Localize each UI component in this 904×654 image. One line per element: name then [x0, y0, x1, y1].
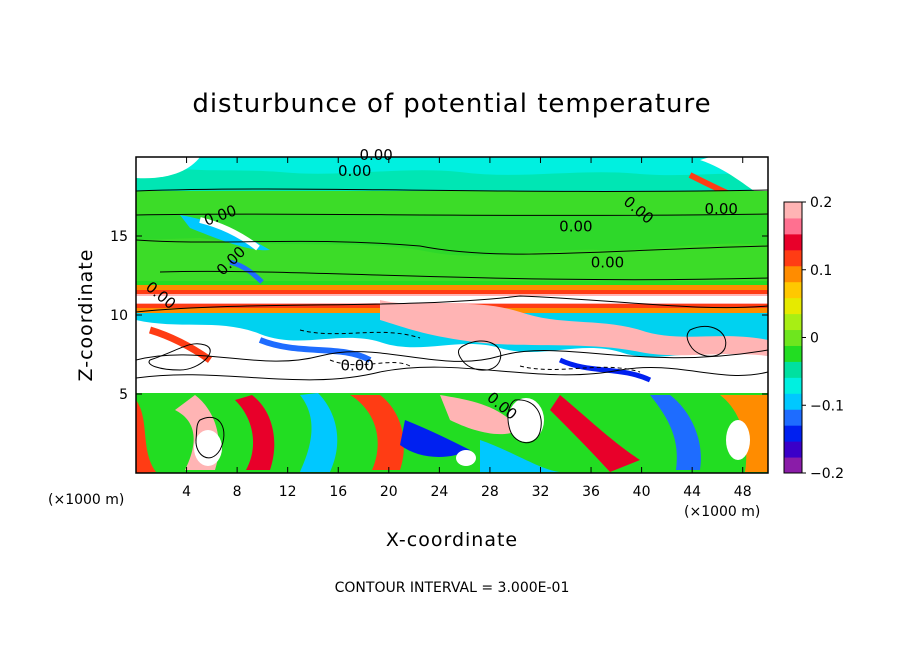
contour-label: 0.00	[340, 356, 373, 374]
x-tick-label: 4	[182, 484, 191, 500]
colorbar-swatch	[784, 457, 802, 474]
contour-label: 0.00	[591, 254, 624, 272]
colorbar-swatch	[784, 441, 802, 458]
x-tick-label: 36	[582, 484, 600, 500]
colorbar-tick-label: −0.1	[810, 398, 844, 414]
x-tick-label: 24	[430, 484, 448, 500]
chart-title: disturbunce of potential temperature	[192, 89, 711, 119]
x-tick-label: 8	[233, 484, 242, 500]
x-tick-label: 32	[532, 484, 550, 500]
colorbar-tick-label: 0	[810, 331, 819, 347]
colorbar-tick-label: 0.1	[810, 263, 832, 279]
contour-label: 0.00	[359, 146, 392, 164]
contour-label: 0.00	[559, 217, 592, 235]
contour-label: 0.00	[705, 200, 738, 218]
colorbar-swatch	[784, 345, 802, 362]
x-tick-label: 16	[329, 484, 347, 500]
x-tick-label: 44	[683, 484, 701, 500]
colorbar-swatch	[784, 425, 802, 442]
contour-interval-note: CONTOUR INTERVAL = 3.000E-01	[335, 580, 570, 596]
colorbar-tick-label: 0.2	[810, 195, 832, 211]
x-tick-label: 28	[481, 484, 499, 500]
colorbar-swatch	[784, 265, 802, 283]
y-tick-label: 15	[110, 229, 128, 245]
y-axis-label: Z-coordinate	[75, 249, 97, 382]
x-axis-label: X-coordinate	[386, 529, 518, 551]
colorbar-swatch	[784, 249, 802, 267]
contour-label: 0.00	[338, 162, 371, 180]
x-tick-label: 48	[734, 484, 752, 500]
colorbar-swatch	[784, 281, 802, 299]
plot-area	[136, 157, 768, 473]
colorbar-swatch	[784, 361, 802, 378]
x-tick-label: 20	[380, 484, 398, 500]
x-unit-right: (×1000 m)	[684, 504, 760, 520]
x-tick-label: 12	[279, 484, 297, 500]
colorbar-swatch	[784, 409, 802, 426]
x-tick-label: 40	[633, 484, 651, 500]
y-tick-label: 10	[110, 308, 128, 324]
colorbar-swatch	[784, 202, 802, 219]
y-tick-label: 5	[119, 387, 128, 403]
colorbar-swatch	[784, 233, 802, 251]
colorbar: 0.2 0.1 0 −0.1 −0.2	[783, 195, 844, 482]
colorbar-swatch	[784, 329, 802, 346]
colorbar-swatch	[784, 217, 802, 235]
x-unit-left: (×1000 m)	[48, 492, 124, 508]
colorbar-swatch	[784, 297, 802, 315]
colorbar-swatch	[784, 377, 802, 394]
colorbar-swatch	[784, 393, 802, 410]
colorbar-swatch	[784, 313, 802, 331]
colorbar-tick-label: −0.2	[810, 466, 844, 482]
